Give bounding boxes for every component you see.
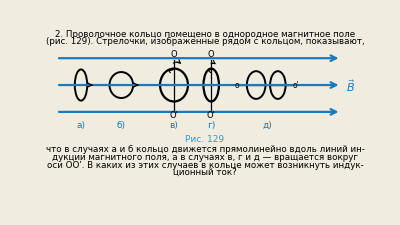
Text: ционный ток?: ционный ток? xyxy=(173,168,237,177)
Text: O: O xyxy=(208,50,214,59)
Text: o': o' xyxy=(292,81,299,90)
Text: O: O xyxy=(171,50,177,59)
Text: а): а) xyxy=(76,121,86,130)
Text: O': O' xyxy=(207,111,216,120)
Text: дукции магнитного поля, а в случаях в, г и д — вращается вокруг: дукции магнитного поля, а в случаях в, г… xyxy=(52,153,358,162)
Text: 2. Проволочное кольцо помещено в однородное магнитное поле: 2. Проволочное кольцо помещено в однород… xyxy=(55,30,355,39)
Text: г): г) xyxy=(207,121,215,130)
Text: б): б) xyxy=(117,121,126,130)
Text: оси OOʹ. В каких из этих случаев в кольце может возникнуть индук-: оси OOʹ. В каких из этих случаев в кольц… xyxy=(47,160,363,170)
Text: (рис. 129). Стрелочки, изображенные рядом с кольцом, показывают,: (рис. 129). Стрелочки, изображенные рядо… xyxy=(46,36,364,45)
Text: $\vec{B}$: $\vec{B}$ xyxy=(346,78,355,94)
Text: в): в) xyxy=(170,121,178,130)
Text: Рис. 129: Рис. 129 xyxy=(186,135,224,144)
Text: o: o xyxy=(234,81,239,90)
Text: д): д) xyxy=(262,121,272,130)
Text: O': O' xyxy=(170,111,178,120)
Text: что в случаях а и б кольцо движется прямолинейно вдоль линий ин-: что в случаях а и б кольцо движется прям… xyxy=(46,145,364,154)
